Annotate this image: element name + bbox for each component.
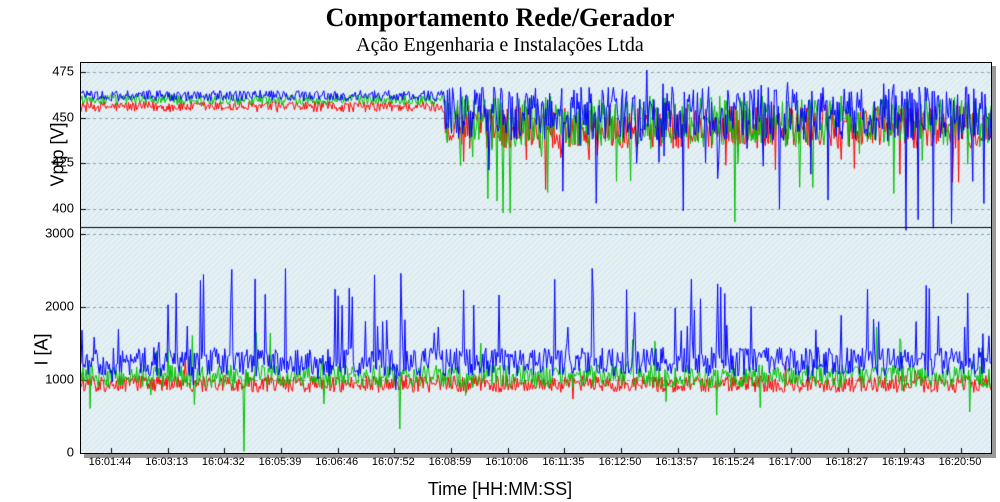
x-tick-label: 16:04:32	[202, 456, 245, 468]
x-tick-label: 16:15:24	[712, 456, 755, 468]
y-tick-label: 1000	[45, 372, 74, 387]
y-tick-label: 475	[52, 64, 74, 79]
y-tick-label: 3000	[45, 226, 74, 241]
chart-canvas	[81, 63, 991, 453]
x-tick-label: 16:19:43	[882, 456, 925, 468]
plot-area	[80, 62, 992, 454]
x-tick-label: 16:12:50	[599, 456, 642, 468]
y-ticks: 4004254504750100020003000	[0, 0, 78, 502]
x-tick-label: 16:20:50	[939, 456, 982, 468]
x-tick-label: 16:18:27	[825, 456, 868, 468]
x-tick-label: 16:10:06	[485, 456, 528, 468]
x-tick-label: 16:13:57	[655, 456, 698, 468]
x-tick-label: 16:11:35	[542, 456, 584, 468]
y-tick-label: 400	[52, 200, 74, 215]
x-tick-label: 16:06:46	[315, 456, 358, 468]
x-tick-label: 16:01:44	[89, 456, 132, 468]
chart-title: Comportamento Rede/Gerador	[0, 4, 1000, 33]
chart-subtitle: Ação Engenharia e Instalações Ltda	[0, 33, 1000, 57]
x-axis-label: Time [HH:MM:SS]	[0, 479, 1000, 500]
y-tick-label: 450	[52, 109, 74, 124]
y-tick-label: 425	[52, 155, 74, 170]
x-tick-label: 16:08:59	[429, 456, 472, 468]
chart-container: Comportamento Rede/Gerador Ação Engenhar…	[0, 0, 1000, 502]
x-ticks: 16:01:44 16:03:13 16:04:32 16:05:39 16:06:46…	[0, 456, 1000, 476]
y-tick-label: 2000	[45, 299, 74, 314]
x-tick-label: 16:03:13	[145, 456, 188, 468]
x-tick-label: 16:05:39	[259, 456, 302, 468]
x-tick-label: 16:17:00	[769, 456, 812, 468]
x-tick-label: 16:07:52	[372, 456, 415, 468]
titles: Comportamento Rede/Gerador Ação Engenhar…	[0, 0, 1000, 57]
